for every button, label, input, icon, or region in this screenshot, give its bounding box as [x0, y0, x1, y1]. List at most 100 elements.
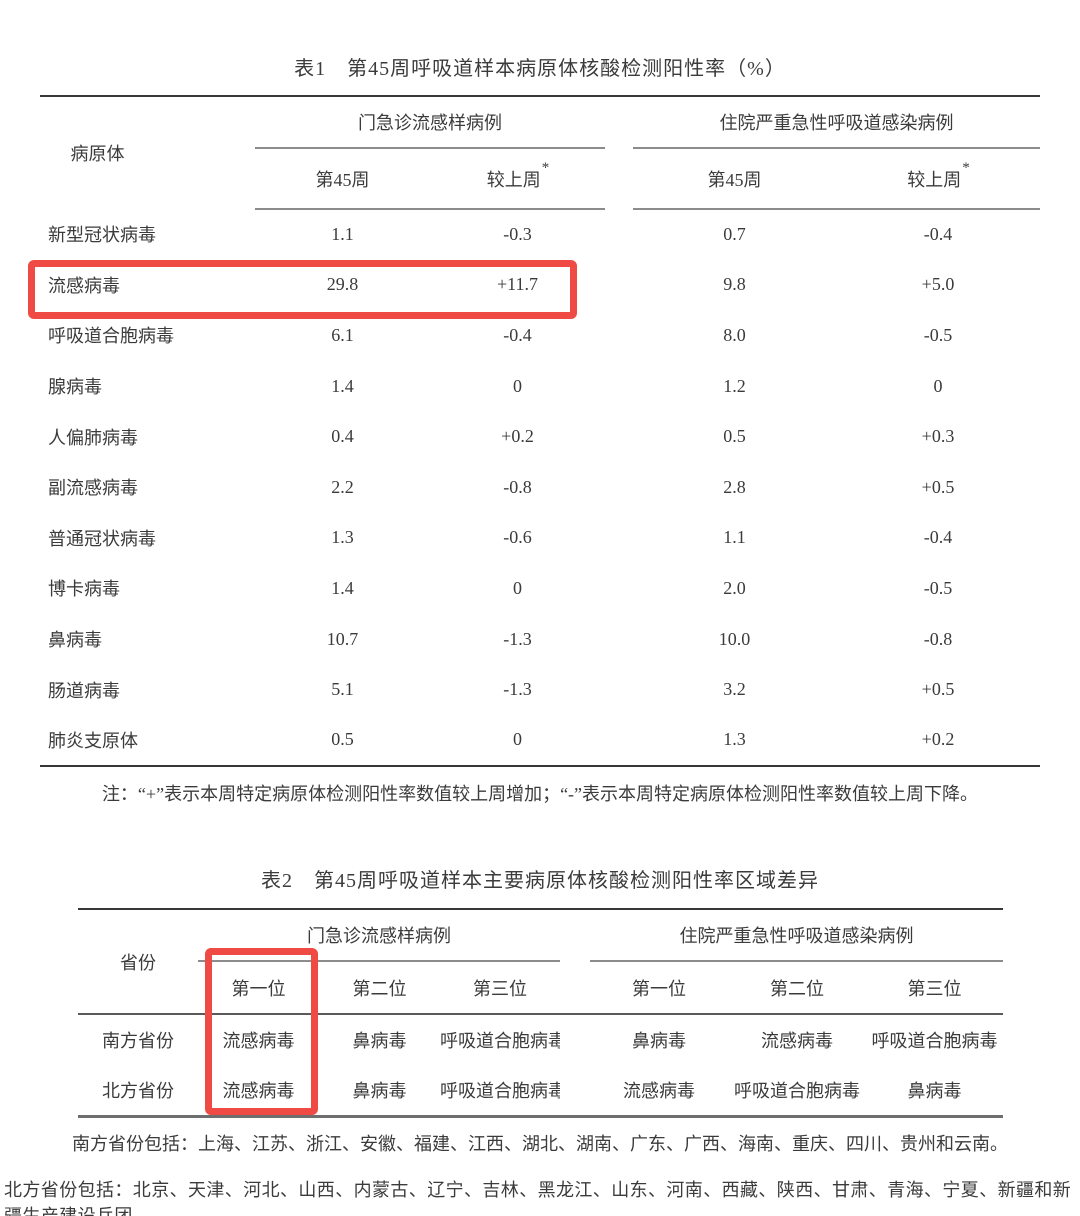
column-gap: [560, 1014, 590, 1065]
table2-province-header: 省份: [78, 908, 198, 1015]
value-cell: 0.4: [331, 426, 354, 447]
value-cell: -0.6: [503, 527, 532, 548]
table1-title: 表1 第45周呼吸道样本病原体核酸检测阳性率（%）: [294, 58, 786, 80]
column-gap: [560, 1065, 590, 1118]
value-cell: -0.4: [503, 324, 532, 345]
footnote-asterisk: *: [541, 159, 550, 176]
table1-sub-header-row: 第45周 较上周* 第45周 较上周*: [40, 148, 1040, 210]
table1-group-hospitalized-sari: 住院严重急性呼吸道感染病例: [633, 95, 1040, 149]
rank-pathogen-cell: 鼻病毒: [632, 1031, 686, 1051]
value-cell: -1.3: [503, 679, 532, 700]
value-cell: 8.0: [723, 324, 746, 345]
table2-sub-header-row: 第一位 第二位 第三位 第一位 第二位 第三位: [78, 961, 1003, 1015]
value-cell: 1.3: [633, 714, 836, 767]
column-gap: [605, 513, 633, 564]
pathogen-name-cell: 流感病毒: [48, 275, 120, 296]
value-cell: 0: [513, 577, 522, 598]
table2-rank3-header: 第三位: [440, 961, 560, 1015]
column-gap: [605, 614, 633, 665]
pathogen-name-cell: 普通冠状病毒: [48, 528, 156, 549]
value-cell: 10.7: [326, 628, 359, 649]
value-cell: 2.2: [331, 476, 354, 497]
pathogen-name-cell: 呼吸道合胞病毒: [48, 326, 174, 347]
value-cell: 1.3: [331, 527, 354, 548]
table-row: 鼻病毒 10.7 -1.3 10.0 -0.8: [40, 614, 1040, 665]
column-gap: [605, 310, 633, 361]
value-cell: 0: [430, 714, 605, 767]
table2-rank3-header: 第三位: [866, 961, 1003, 1015]
rank-pathogen-cell: 鼻病毒: [866, 1065, 1003, 1118]
table1-group-header-row: 病原体 门急诊流感样病例 住院严重急性呼吸道感染病例: [40, 95, 1040, 209]
column-gap: [605, 411, 633, 462]
pathogen-name-cell: 肺炎支原体: [40, 714, 255, 767]
rank-pathogen-cell: 呼吸道合胞病毒: [728, 1065, 866, 1118]
value-cell: 10.0: [718, 628, 751, 649]
table2-rank1-header: 第一位: [590, 961, 728, 1015]
value-cell: -0.8: [923, 628, 953, 649]
value-cell: -0.3: [503, 224, 532, 245]
province-cell: 北方省份: [78, 1065, 198, 1118]
value-cell: 1.4: [331, 375, 354, 396]
column-gap: [605, 714, 633, 767]
south-provinces-note: 南方省份包括：上海、江苏、浙江、安徽、福建、江西、湖北、湖南、广东、广西、海南、…: [72, 1134, 1008, 1154]
table2-group-hospitalized-sari: 住院严重急性呼吸道感染病例: [590, 908, 1003, 962]
rank-pathogen-cell: 鼻病毒: [319, 1065, 440, 1118]
value-cell: 1.4: [331, 577, 354, 598]
table-row-influenza: 流感病毒 29.8 +11.7 9.8 +5.0: [40, 260, 1040, 311]
table2-title: 表2 第45周呼吸道样本主要病原体核酸检测阳性率区域差异: [261, 870, 819, 892]
column-gap: [605, 462, 633, 513]
north-provinces-note: 北方省份包括：北京、天津、河北、山西、内蒙古、辽宁、吉林、黑龙江、山东、河南、西…: [4, 1180, 1072, 1216]
value-cell: 1.2: [723, 375, 746, 396]
value-cell: -0.5: [923, 577, 953, 598]
table-row: 博卡病毒 1.4 0 2.0 -0.5: [40, 563, 1040, 614]
table1-vs-lastweek-header: 较上周*: [430, 148, 605, 210]
table1-note: 注：“+”表示本周特定病原体检测阳性率数值较上周增加；“-”表示本周特定病原体检…: [101, 784, 979, 804]
column-gap: [605, 361, 633, 412]
table-row: 副流感病毒 2.2 -0.8 2.8 +0.5: [40, 462, 1040, 513]
value-cell: 9.8: [723, 274, 746, 295]
value-cell: 0: [933, 375, 943, 396]
rank-pathogen-cell: 呼吸道合胞病毒: [440, 1065, 560, 1118]
table1-column-gap: [605, 95, 633, 209]
table1-positivity-rates: 病原体 门急诊流感样病例 住院严重急性呼吸道感染病例 第45周 较上周* 第45…: [40, 95, 1040, 767]
table1-vs-lastweek-header: 较上周*: [836, 148, 1040, 210]
value-cell: +0.5: [921, 679, 955, 700]
value-cell: 0.5: [723, 426, 746, 447]
table-row-northern-provinces: 北方省份 流感病毒 鼻病毒 呼吸道合胞病毒 流感病毒 呼吸道合胞病毒 鼻病毒: [78, 1065, 1003, 1118]
value-cell: 0: [513, 375, 522, 396]
value-cell: +0.2: [836, 714, 1040, 767]
value-cell: -0.8: [503, 476, 532, 497]
rank-pathogen-cell: 鼻病毒: [352, 1031, 407, 1051]
value-cell: 6.1: [331, 324, 354, 345]
table2-column-gap: [560, 908, 590, 1015]
table-row: 肺炎支原体 0.5 0 1.3 +0.2: [40, 714, 1040, 767]
table-row: 呼吸道合胞病毒 6.1 -0.4 8.0 -0.5: [40, 310, 1040, 361]
table-row: 人偏肺病毒 0.4 +0.2 0.5 +0.3: [40, 411, 1040, 462]
table2-group-outpatient-ili: 门急诊流感样病例: [198, 908, 560, 962]
table1-group-outpatient-ili: 门急诊流感样病例: [255, 95, 605, 149]
footnote-asterisk: *: [962, 159, 970, 176]
table1-week45-header: 第45周: [633, 148, 836, 210]
value-cell: +0.5: [921, 476, 955, 497]
table2-regional-differences: 省份 门急诊流感样病例 住院严重急性呼吸道感染病例 第一位 第二位 第三位 第一…: [78, 908, 1003, 1118]
pathogen-name-cell: 新型冠状病毒: [48, 225, 156, 246]
pathogen-name-cell: 鼻病毒: [48, 630, 102, 651]
value-cell: +5.0: [921, 274, 955, 295]
value-cell: 29.8: [326, 274, 359, 295]
value-cell: 0.7: [723, 224, 746, 245]
value-cell: +0.3: [921, 426, 955, 447]
pathogen-name-cell: 人偏肺病毒: [48, 427, 138, 448]
value-cell: 0.5: [255, 714, 430, 767]
value-cell: 2.0: [723, 577, 746, 598]
value-cell: 5.1: [331, 679, 354, 700]
value-cell: +11.7: [497, 274, 538, 295]
column-gap: [605, 209, 633, 260]
value-cell: 3.2: [723, 679, 746, 700]
table2-group-header-row: 省份 门急诊流感样病例 住院严重急性呼吸道感染病例: [78, 908, 1003, 1015]
column-gap: [605, 664, 633, 715]
table-row-southern-provinces: 南方省份 流感病毒 鼻病毒 呼吸道合胞病毒 鼻病毒 流感病毒 呼吸道合胞病毒: [78, 1014, 1003, 1065]
pathogen-name-cell: 肠道病毒: [48, 680, 120, 701]
table2-rank1-header: 第一位: [198, 961, 319, 1015]
table-row: 新型冠状病毒 1.1 -0.3 0.7 -0.4: [40, 209, 1040, 260]
